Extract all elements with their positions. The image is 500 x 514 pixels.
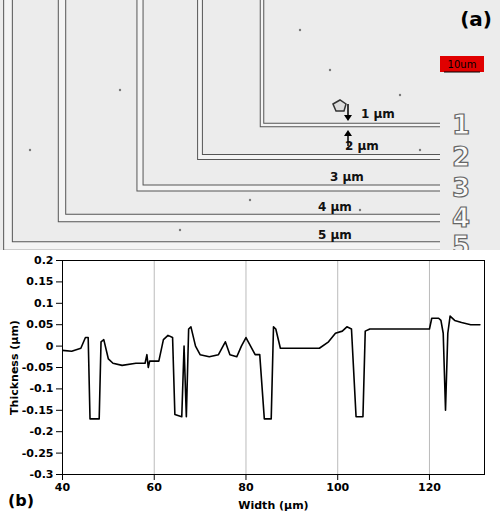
svg-text:10um: 10um <box>448 59 477 70</box>
svg-text:0.1: 0.1 <box>34 297 54 310</box>
svg-text:2: 2 <box>452 142 470 172</box>
svg-text:0: 0 <box>46 340 54 353</box>
svg-text:2 µm: 2 µm <box>345 139 379 153</box>
svg-text:1: 1 <box>452 110 470 140</box>
svg-text:-0.3: -0.3 <box>29 468 53 481</box>
svg-text:120: 120 <box>418 481 441 494</box>
html-text:(b): (b) <box>8 491 35 510</box>
svg-text:5 µm: 5 µm <box>318 228 352 242</box>
svg-text:Thickness (µm): Thickness (µm) <box>8 320 21 415</box>
svg-text:0.05: 0.05 <box>26 318 53 331</box>
svg-text:60: 60 <box>147 481 163 494</box>
svg-text:-0.15: -0.15 <box>22 404 54 417</box>
svg-text:4 µm: 4 µm <box>318 200 352 214</box>
svg-text:-0.25: -0.25 <box>22 447 54 460</box>
svg-text:Width (µm): Width (µm) <box>238 499 308 512</box>
svg-text:3: 3 <box>452 173 470 203</box>
svg-text:-0.1: -0.1 <box>29 382 53 395</box>
svg-text:(a): (a) <box>460 7 492 31</box>
svg-text:4: 4 <box>452 203 470 233</box>
svg-text:3 µm: 3 µm <box>330 170 364 184</box>
svg-text:0.2: 0.2 <box>34 254 54 267</box>
svg-text:1 µm: 1 µm <box>361 107 395 121</box>
svg-text:-0.05: -0.05 <box>22 361 54 374</box>
svg-text:5: 5 <box>452 231 470 250</box>
svg-text:0.15: 0.15 <box>26 275 53 288</box>
svg-text:80: 80 <box>238 481 254 494</box>
svg-text:100: 100 <box>326 481 349 494</box>
svg-text:40: 40 <box>55 481 71 494</box>
svg-text:-0.2: -0.2 <box>29 425 53 438</box>
